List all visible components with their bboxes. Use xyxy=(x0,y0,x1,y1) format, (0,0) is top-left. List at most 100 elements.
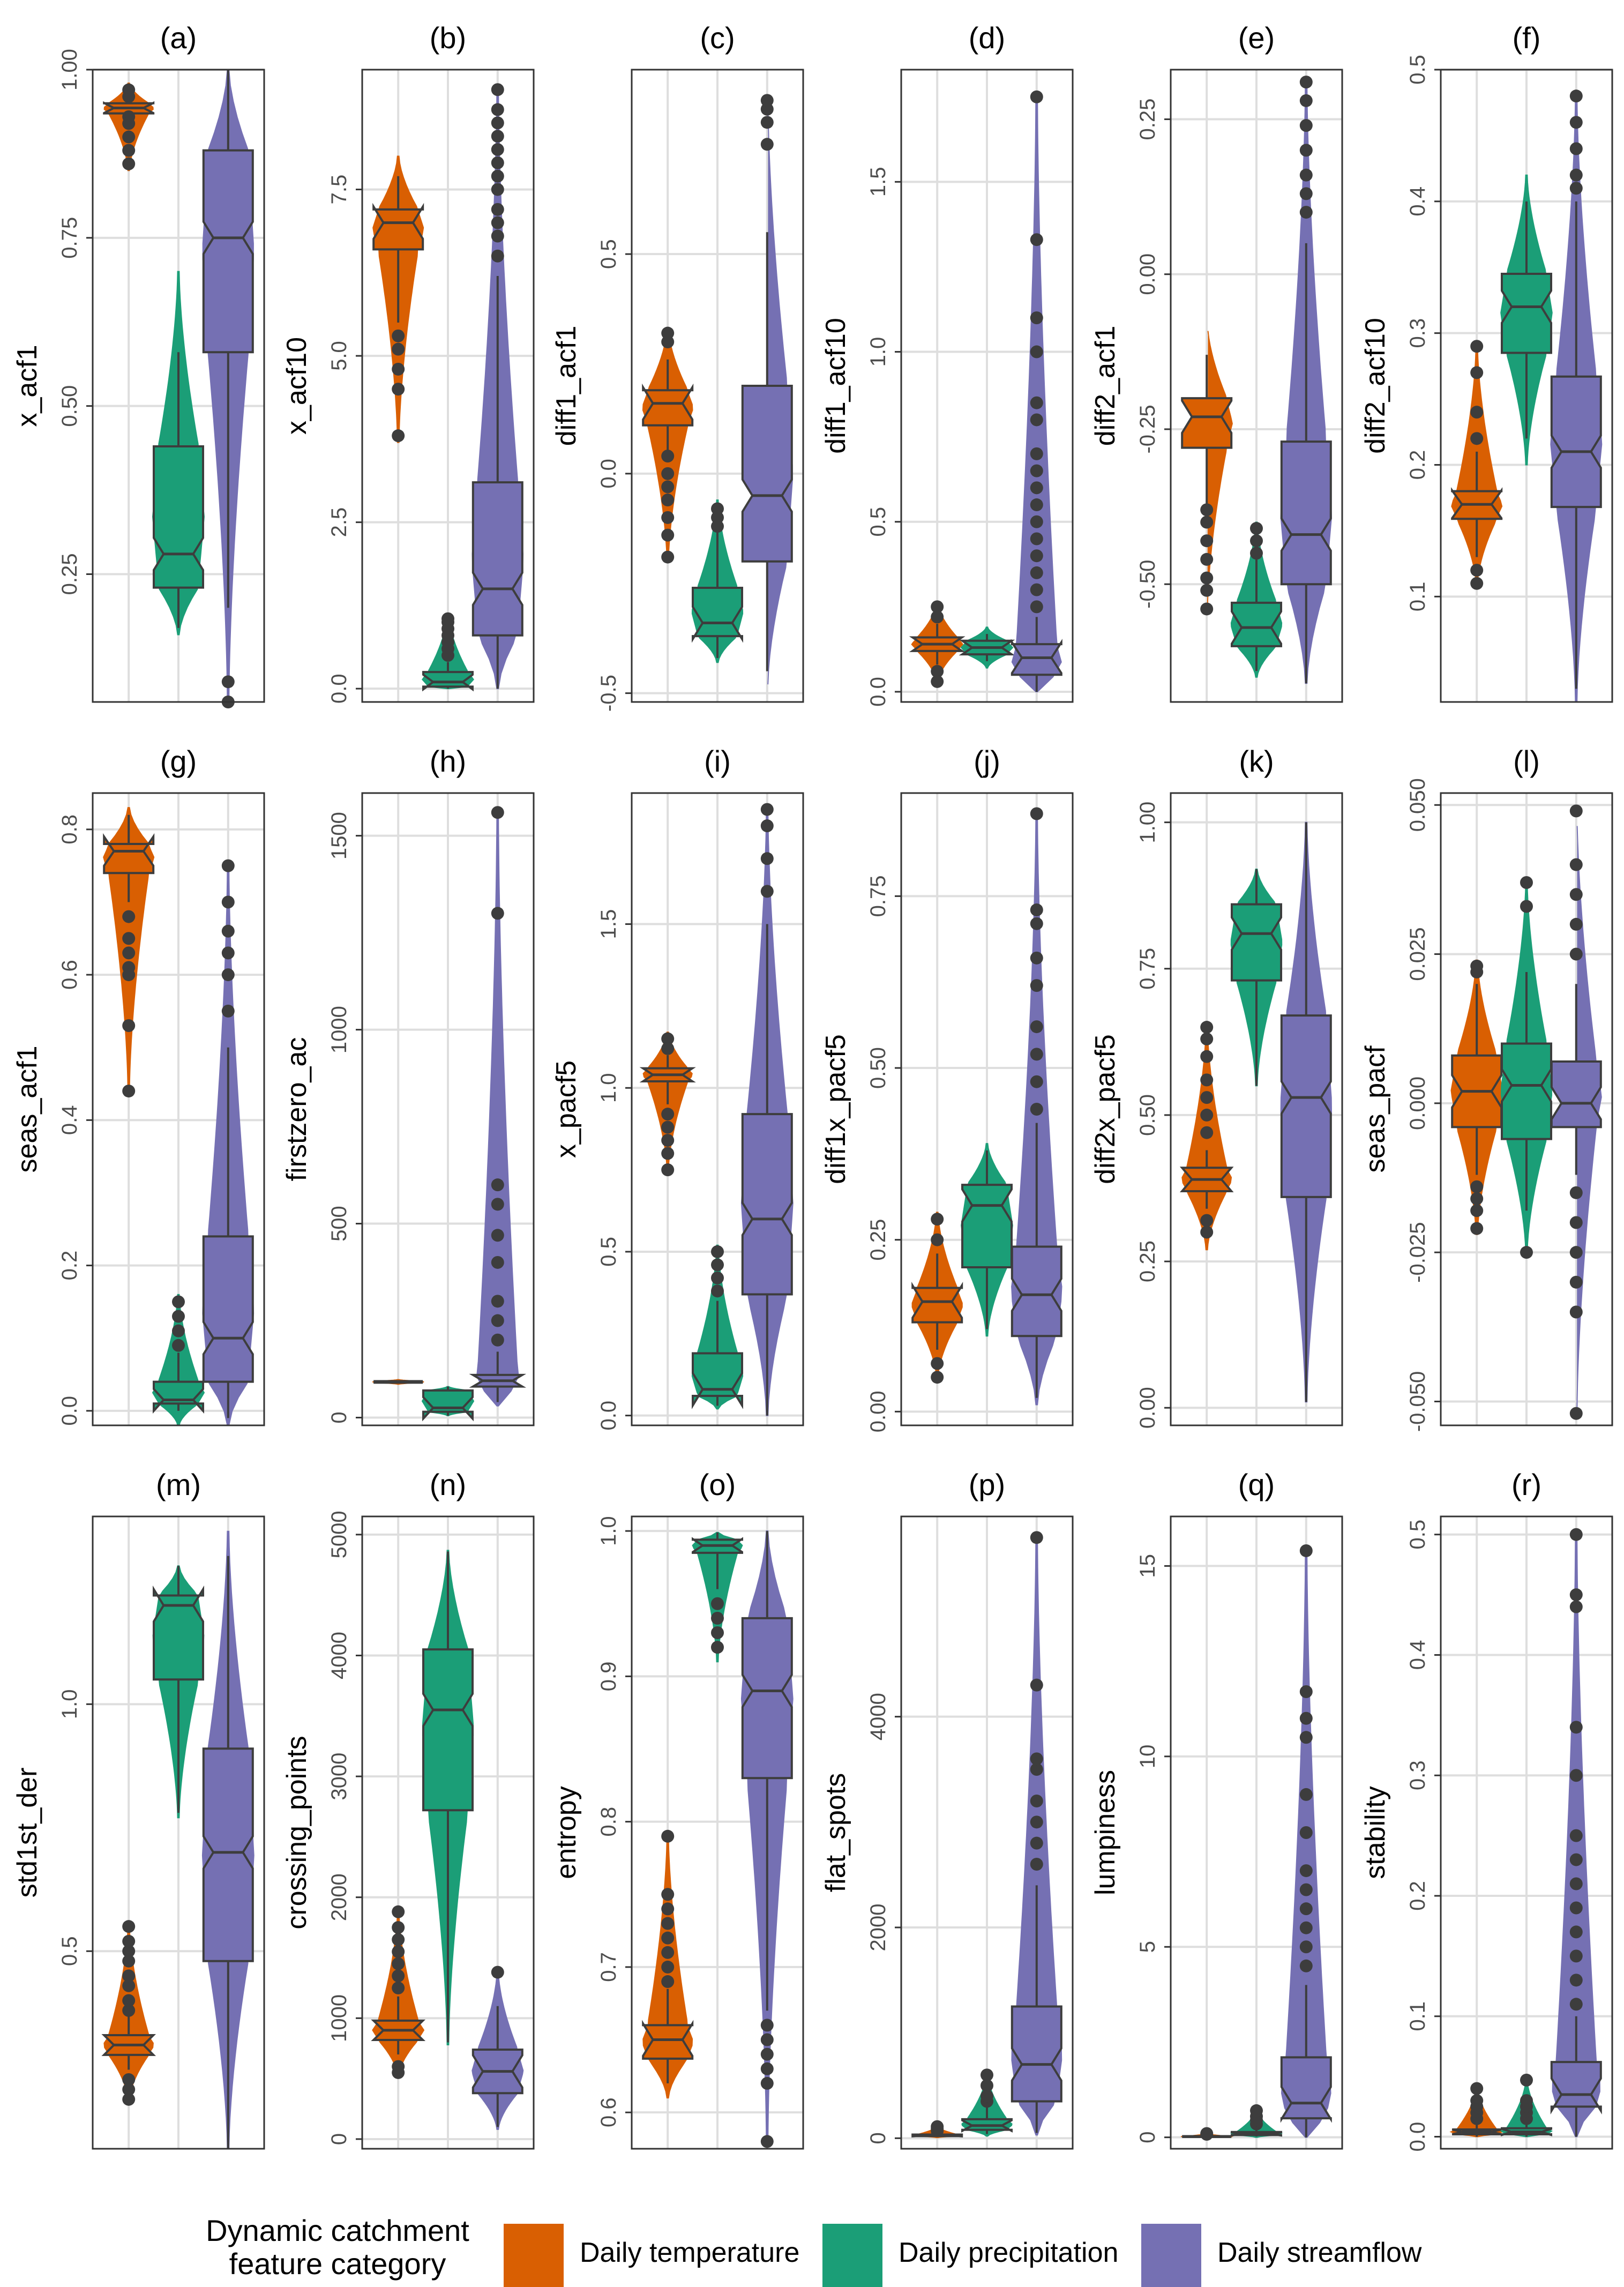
tick-label: 0 xyxy=(866,2132,890,2144)
outlier-point xyxy=(1520,2094,1533,2107)
outlier-point xyxy=(711,1626,724,1640)
outlier-point xyxy=(122,2004,136,2017)
outlier-point xyxy=(1470,2094,1484,2107)
outlier-point xyxy=(1299,1959,1313,1972)
box xyxy=(741,385,793,563)
outlier-point xyxy=(172,1295,185,1309)
tick-label: 0.5 xyxy=(1406,55,1430,85)
panel-g: (g) 0.0 0.2 0.4 0.6 0.8 seas_acf1 xyxy=(12,744,265,1426)
tick-label: 0.00 xyxy=(1136,1387,1159,1429)
box xyxy=(202,1747,254,1962)
series-streamflow xyxy=(202,859,255,1426)
outlier-point xyxy=(661,1931,675,1945)
outlier-point xyxy=(221,968,235,982)
outlier-point xyxy=(1470,366,1484,379)
outlier-point xyxy=(1200,602,1214,616)
outlier-point xyxy=(661,511,675,524)
outlier-point xyxy=(760,852,774,865)
tick-label: 0.2 xyxy=(58,1251,81,1281)
outlier-point xyxy=(491,130,504,143)
panel-title: (o) xyxy=(699,1468,736,1501)
series-streamflow xyxy=(472,1965,524,2130)
tick-label: 2000 xyxy=(327,1873,351,1921)
outlier-point xyxy=(711,1611,724,1625)
box xyxy=(741,1113,793,1296)
series-precipitation xyxy=(152,1294,205,1426)
outlier-point xyxy=(122,1994,136,2007)
tick-label: 0.0 xyxy=(58,1396,81,1426)
box xyxy=(472,481,523,637)
outlier-point xyxy=(1030,1858,1043,1871)
outlier-point xyxy=(661,528,675,542)
outlier-point xyxy=(661,494,675,507)
outlier-point xyxy=(661,1032,675,1045)
y-axis-label: diff2_acf1 xyxy=(1090,326,1121,446)
outlier-point xyxy=(661,1960,675,1974)
series-temperature xyxy=(1449,2082,1505,2137)
tick-label: 1.00 xyxy=(1136,802,1159,843)
outlier-point xyxy=(1299,1883,1313,1896)
outlier-point xyxy=(172,1324,185,1337)
outlier-point xyxy=(221,924,235,938)
outlier-point xyxy=(931,1357,944,1370)
outlier-point xyxy=(1030,1678,1043,1692)
outlier-point xyxy=(1299,168,1313,182)
outlier-point xyxy=(1470,1180,1484,1193)
outlier-point xyxy=(1030,1048,1043,1061)
outlier-point xyxy=(1569,1721,1583,1734)
tick-label: 0.025 xyxy=(1406,928,1430,981)
outlier-point xyxy=(491,1333,504,1347)
legend-title: Dynamic catchment feature category xyxy=(171,2214,504,2281)
tick-label: 4000 xyxy=(327,1632,351,1679)
outlier-point xyxy=(1030,979,1043,992)
outlier-point xyxy=(491,169,504,183)
box xyxy=(1550,375,1602,509)
outlier-point xyxy=(1569,1901,1583,1915)
outlier-point xyxy=(1200,2127,1214,2140)
outlier-point xyxy=(1569,1246,1583,1259)
outlier-point xyxy=(122,157,136,170)
box xyxy=(422,1389,474,1422)
series-precipitation xyxy=(691,1244,744,1410)
outlier-point xyxy=(1569,1949,1583,1963)
outlier-point xyxy=(1569,1275,1583,1289)
outlier-point xyxy=(122,1019,136,1033)
outlier-point xyxy=(1030,1763,1043,1776)
outlier-point xyxy=(1299,1921,1313,1934)
outlier-point xyxy=(122,130,136,144)
outlier-point xyxy=(1569,917,1583,931)
series-precipitation xyxy=(959,626,1015,669)
panel-e: (e) -0.50 -0.25 0.00 0.25 diff2_acf1 xyxy=(1090,21,1343,703)
tick-label: 0.5 xyxy=(597,239,620,269)
series-temperature xyxy=(371,1905,426,2079)
tick-label: 0.8 xyxy=(58,814,81,844)
series-streamflow xyxy=(741,94,793,685)
series-precipitation xyxy=(1230,2104,1283,2138)
panel-title: (i) xyxy=(704,744,731,778)
box xyxy=(202,149,254,354)
outlier-point xyxy=(491,143,504,156)
outlier-point xyxy=(1299,206,1313,219)
outlier-point xyxy=(931,2120,944,2133)
outlier-point xyxy=(491,1255,504,1269)
tick-label: 0.75 xyxy=(58,217,81,259)
tick-label: 0.2 xyxy=(1406,450,1430,480)
outlier-point xyxy=(1200,1021,1214,1034)
box xyxy=(642,2020,694,2060)
outlier-point xyxy=(661,1829,675,1843)
outlier-point xyxy=(122,1945,136,1958)
box xyxy=(741,1617,793,1780)
tick-label: 0.25 xyxy=(58,554,81,595)
outlier-point xyxy=(491,1295,504,1308)
y-axis-label: firstzero_ac xyxy=(281,1037,312,1182)
outlier-point xyxy=(392,1981,405,1994)
outlier-point xyxy=(392,1969,405,1983)
tick-label: 1.0 xyxy=(866,337,890,367)
panel-i: (i) 0.0 0.5 1.0 1.5 x_pacf5 xyxy=(551,744,804,1430)
outlier-point xyxy=(122,1085,136,1098)
panel-p: (p) 0 2000 4000 flat_spots xyxy=(820,1468,1074,2150)
tick-label: 7.5 xyxy=(327,175,351,205)
outlier-point xyxy=(491,1178,504,1192)
series-temperature xyxy=(909,600,966,688)
tick-label: 0.5 xyxy=(866,507,890,537)
